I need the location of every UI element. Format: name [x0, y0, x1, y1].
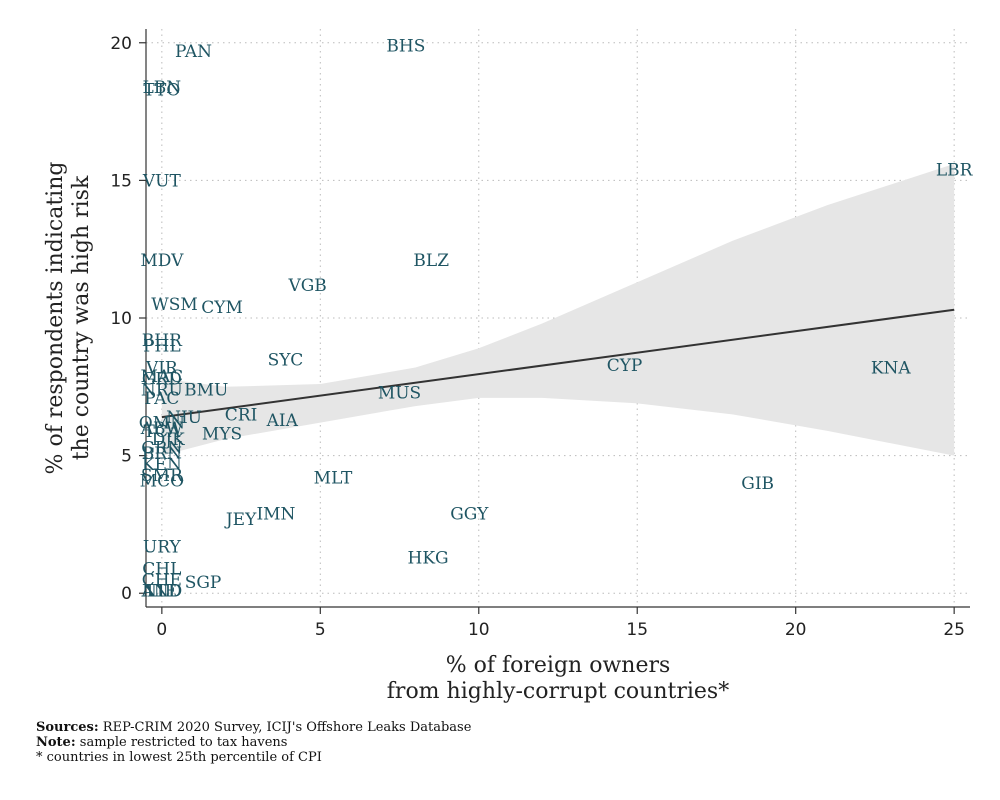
point-HKG: HKG [408, 548, 449, 568]
x-tick-label-10: 10 [468, 620, 490, 640]
sources-text: REP-CRIM 2020 Survey, ICIJ's Offshore Le… [98, 720, 472, 735]
point-PAC: PAC [144, 389, 179, 409]
x-axis-title: % of foreign owners from highly-corrupt c… [387, 653, 729, 704]
point-TTO: TTO [143, 81, 180, 101]
x-tick-label-0: 0 [156, 620, 167, 640]
point-BMU: BMU [184, 381, 228, 401]
point-AND: AND [140, 581, 182, 601]
fit-line [161, 308, 955, 419]
point-BHR: BHR [142, 331, 183, 351]
confidence-band [161, 163, 955, 456]
point-MCO: MCO [140, 471, 184, 491]
axes: 0 5 10 15 20 25 0 5 10 15 20 [110, 29, 970, 640]
point-PHL: PHL [143, 337, 181, 357]
x-tick-label-15: 15 [626, 620, 648, 640]
note-text: sample restricted to tax havens [75, 735, 288, 750]
point-PAN: PAN [175, 42, 212, 62]
point-GRD: GRD [142, 370, 182, 390]
point-LBN: LBN [143, 78, 182, 98]
point-LBR: LBR [936, 160, 974, 180]
point-KNA: KNA [871, 359, 912, 379]
point-NLD: NLD [142, 581, 182, 601]
x-tick-label-25: 25 [943, 620, 965, 640]
note-label: Note: [36, 735, 76, 750]
point-SGP: SGP [185, 573, 222, 593]
point-CRI: CRI [225, 405, 258, 425]
y-tick-label-20: 20 [110, 34, 132, 54]
point-VIR: VIR [145, 359, 179, 379]
point-CHL: CHL [142, 559, 181, 579]
point-CYP: CYP [607, 356, 643, 376]
point-MUS: MUS [378, 383, 421, 403]
y-tick-label-15: 15 [110, 171, 132, 191]
point-OMN: OMN [139, 414, 185, 434]
point-LIE: LIE [147, 581, 177, 601]
point-DJK: DJK [152, 430, 185, 450]
point-MLT: MLT [314, 469, 353, 489]
footnote: * countries in lowest 25th percentile of… [36, 750, 322, 765]
point-AIA: AIA [266, 411, 299, 431]
point-BRN: BRN [142, 444, 182, 464]
point-ABW: ABW [140, 419, 184, 439]
point-KEN: KEN [142, 455, 182, 475]
point-NRU: NRU [141, 381, 183, 401]
point-SYC: SYC [268, 350, 304, 370]
point-CHE: CHE [142, 570, 182, 590]
y-tick-label-10: 10 [110, 309, 132, 329]
point-BLZ: BLZ [413, 251, 449, 271]
x-axis-title-line-2: from highly-corrupt countries* [387, 679, 729, 704]
point-VGB: VGB [287, 276, 326, 296]
point-CYM: CYM [201, 298, 243, 318]
point-URY: URY [143, 537, 182, 557]
axis-titles: % of foreign owners from highly-corrupt c… [43, 162, 729, 704]
x-axis-title-line-1: % of foreign owners [446, 653, 671, 678]
point-VUT: VUT [142, 171, 182, 191]
y-axis-title: % of respondents indicatingthe country w… [43, 162, 94, 475]
sources-line: Sources: REP-CRIM 2020 Survey, ICIJ's Of… [36, 720, 471, 735]
point-WSM: WSM [151, 295, 198, 315]
y-tick-label-5: 5 [121, 447, 132, 467]
point-JEY: JEY [224, 510, 257, 530]
point-IMN: IMN [256, 504, 295, 524]
point-GGY: GGY [450, 504, 489, 524]
point-NIU: NIU [166, 408, 202, 428]
point-BHS: BHS [386, 37, 425, 57]
point-MAC: MAC [140, 367, 183, 387]
point-SMR: SMR [141, 466, 184, 486]
y-tick-label-0: 0 [121, 584, 132, 604]
sources-label: Sources: [36, 720, 99, 735]
x-tick-label-5: 5 [315, 620, 326, 640]
point-MDV: MDV [140, 251, 184, 271]
chart-notes: Sources: REP-CRIM 2020 Survey, ICIJ's Of… [36, 720, 471, 765]
point-TCA: TCA [144, 422, 181, 442]
point-GIB: GIB [741, 474, 774, 494]
y-axis-title-line-2: the country was high risk [69, 175, 94, 460]
point-GRN: GRN [141, 438, 182, 458]
note-line: Note: sample restricted to tax havens [36, 735, 471, 750]
x-tick-label-20: 20 [785, 620, 807, 640]
y-axis-title-line-1: % of respondents indicating [43, 162, 68, 475]
point-MYS: MYS [202, 425, 242, 445]
